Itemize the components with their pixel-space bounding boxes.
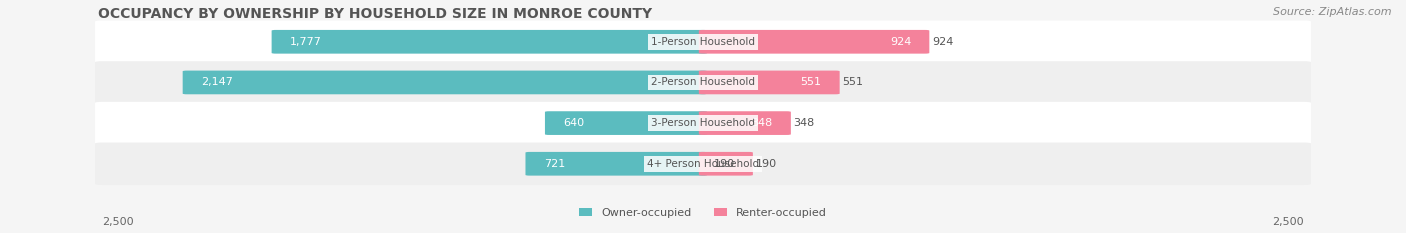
FancyBboxPatch shape bbox=[699, 30, 929, 54]
Text: 190: 190 bbox=[714, 159, 735, 169]
Text: 2,500: 2,500 bbox=[103, 217, 134, 227]
FancyBboxPatch shape bbox=[699, 152, 752, 176]
Text: 3-Person Household: 3-Person Household bbox=[651, 118, 755, 128]
Text: 551: 551 bbox=[842, 77, 863, 87]
Legend: Owner-occupied, Renter-occupied: Owner-occupied, Renter-occupied bbox=[575, 203, 831, 222]
Text: Source: ZipAtlas.com: Source: ZipAtlas.com bbox=[1274, 7, 1392, 17]
FancyBboxPatch shape bbox=[699, 111, 790, 135]
FancyBboxPatch shape bbox=[699, 71, 839, 94]
Text: 2,500: 2,500 bbox=[1272, 217, 1303, 227]
FancyBboxPatch shape bbox=[546, 111, 707, 135]
Text: 348: 348 bbox=[751, 118, 773, 128]
Text: 924: 924 bbox=[932, 37, 953, 47]
FancyBboxPatch shape bbox=[526, 152, 707, 176]
FancyBboxPatch shape bbox=[96, 143, 1310, 185]
Text: 1,777: 1,777 bbox=[290, 37, 322, 47]
FancyBboxPatch shape bbox=[96, 21, 1310, 63]
Text: 640: 640 bbox=[564, 118, 585, 128]
Text: 190: 190 bbox=[755, 159, 776, 169]
Text: 2-Person Household: 2-Person Household bbox=[651, 77, 755, 87]
Text: 924: 924 bbox=[890, 37, 911, 47]
FancyBboxPatch shape bbox=[183, 71, 707, 94]
Text: 2,147: 2,147 bbox=[201, 77, 233, 87]
Text: 1-Person Household: 1-Person Household bbox=[651, 37, 755, 47]
Text: OCCUPANCY BY OWNERSHIP BY HOUSEHOLD SIZE IN MONROE COUNTY: OCCUPANCY BY OWNERSHIP BY HOUSEHOLD SIZE… bbox=[98, 7, 652, 21]
FancyBboxPatch shape bbox=[96, 61, 1310, 104]
FancyBboxPatch shape bbox=[271, 30, 707, 54]
Text: 4+ Person Household: 4+ Person Household bbox=[647, 159, 759, 169]
Text: 551: 551 bbox=[800, 77, 821, 87]
Text: 348: 348 bbox=[793, 118, 815, 128]
FancyBboxPatch shape bbox=[96, 102, 1310, 144]
Text: 721: 721 bbox=[544, 159, 565, 169]
